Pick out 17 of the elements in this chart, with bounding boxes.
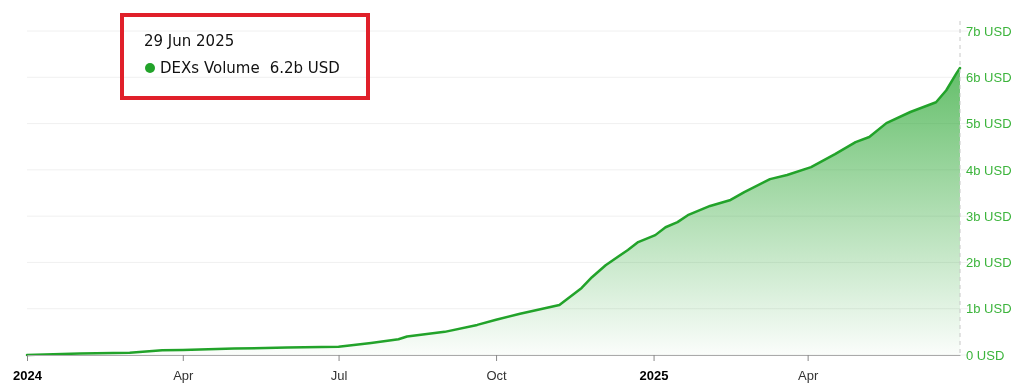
x-tick-label: Apr <box>173 367 195 383</box>
x-tick-label: 2025 <box>639 367 669 383</box>
y-tick-label: 3b USD <box>966 208 1012 224</box>
x-tick-label: Jul <box>330 367 348 383</box>
x-tick-label: Apr <box>798 367 819 383</box>
annotation: 6.2b USD <box>269 59 340 77</box>
x-tick-label: Oct <box>486 367 508 383</box>
y-tick-label: 1b USD <box>966 301 1012 317</box>
y-tick-label: 4b USD <box>966 162 1012 178</box>
y-tick-label: 2b USD <box>966 255 1012 271</box>
y-tick-label: 5b USD <box>966 116 1012 132</box>
y-tick-label: 7b USD <box>966 23 1012 39</box>
x-tick-label: 2024 <box>13 367 43 383</box>
legend-label: DEXs Volume <box>160 59 260 77</box>
annotation: 29 Jun 2025 <box>144 32 235 50</box>
y-tick-label: 6b USD <box>966 69 1012 85</box>
y-tick-label: 0 USD <box>966 347 1005 363</box>
